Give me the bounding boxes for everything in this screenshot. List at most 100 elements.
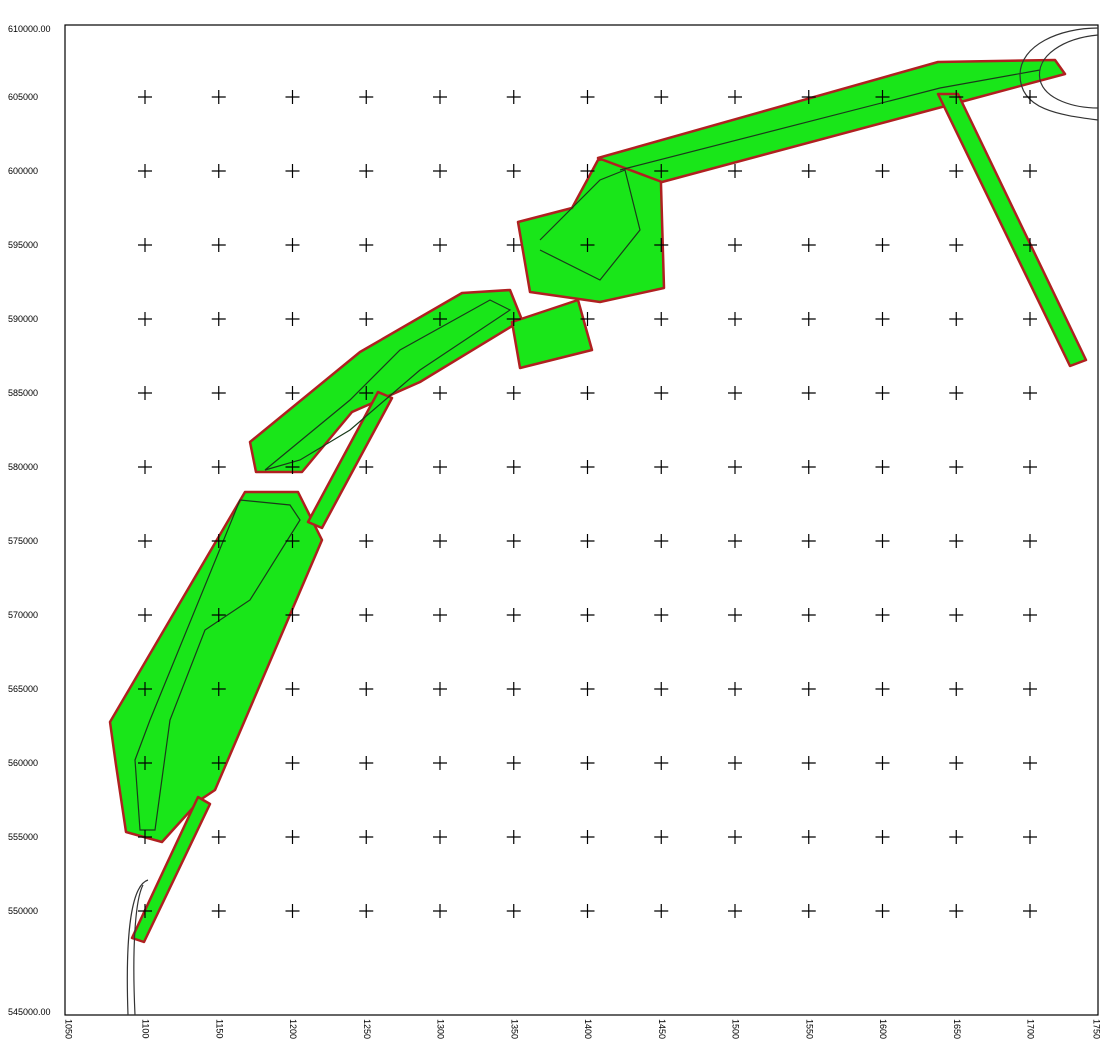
grid-cross: [580, 312, 595, 326]
grid-cross: [433, 682, 447, 696]
x-label: 110000: [141, 1019, 151, 1039]
grid-cross: [580, 386, 595, 400]
grid-cross: [138, 534, 152, 548]
grid-cross: [359, 386, 374, 400]
grid-cross: [211, 608, 226, 622]
grid-cross: [654, 164, 669, 178]
grid-cross: [1023, 386, 1037, 400]
grid-cross: [285, 90, 300, 104]
y-label: 560000: [8, 758, 38, 768]
grid-cross: [580, 238, 595, 252]
grid-cross: [801, 534, 816, 548]
grid-cross: [801, 238, 816, 252]
grid-cross: [506, 164, 521, 178]
y-label: 605000: [8, 92, 38, 102]
grid-cross: [801, 682, 816, 696]
survey-outline: [134, 499, 301, 831]
grid-cross: [433, 830, 447, 844]
survey-area: [108, 490, 324, 844]
grid-cross: [1023, 238, 1037, 252]
grid-cross: [728, 386, 742, 400]
x-label: 155000: [804, 1019, 814, 1039]
grid-cross: [433, 534, 447, 548]
grid-cross: [580, 756, 595, 770]
grid-cross: [211, 90, 226, 104]
grid-cross: [875, 682, 890, 696]
grid-cross: [728, 164, 742, 178]
grid-cross: [211, 238, 226, 252]
grid-cross: [654, 830, 669, 844]
grid-cross: [801, 608, 816, 622]
grid-cross: [433, 460, 447, 474]
grid-cross: [1023, 756, 1037, 770]
grid-cross: [433, 608, 447, 622]
grid-cross: [801, 312, 816, 326]
grid-cross: [728, 238, 742, 252]
grid-cross: [875, 904, 890, 918]
grid-cross: [654, 534, 669, 548]
grid-cross: [1023, 608, 1037, 622]
grid-cross: [506, 830, 521, 844]
grid-cross: [433, 238, 447, 252]
grid-cross: [1023, 534, 1037, 548]
coastline: [1038, 34, 1099, 109]
grid-cross: [285, 682, 300, 696]
grid-cross: [285, 756, 300, 770]
y-label: 600000: [8, 166, 38, 176]
grid-cross: [875, 238, 890, 252]
grid-cross: [285, 460, 300, 474]
grid-cross: [801, 164, 816, 178]
grid-cross: [580, 608, 595, 622]
grid-cross: [949, 312, 964, 326]
grid-cross: [433, 90, 447, 104]
survey-coverage: [108, 58, 1088, 944]
grid-cross: [580, 682, 595, 696]
grid-cross: [654, 756, 669, 770]
grid-cross: [728, 534, 742, 548]
grid-cross: [1023, 164, 1037, 178]
grid-cross: [138, 904, 152, 918]
grid-crosses: [138, 90, 1037, 918]
grid-cross: [506, 608, 521, 622]
grid-cross: [875, 460, 890, 474]
x-label: 130000: [436, 1019, 446, 1039]
grid-cross: [654, 608, 669, 622]
grid-cross: [654, 312, 669, 326]
grid-cross: [138, 830, 152, 844]
survey-outline: [264, 299, 512, 471]
grid-cross: [359, 164, 374, 178]
x-label: 150000: [731, 1019, 741, 1039]
x-label: 175000.00: [1092, 1019, 1102, 1039]
grid-cross: [506, 460, 521, 474]
grid-cross: [506, 904, 521, 918]
x-label: 145000: [657, 1019, 667, 1039]
grid-cross: [359, 238, 374, 252]
grid-cross: [654, 90, 669, 104]
grid-cross: [1023, 312, 1037, 326]
grid-cross: [285, 386, 300, 400]
grid-cross: [580, 830, 595, 844]
grid-cross: [138, 90, 152, 104]
grid-cross: [285, 312, 300, 326]
survey-outline: [619, 69, 1041, 171]
y-label: 570000: [8, 610, 38, 620]
grid-cross: [875, 756, 890, 770]
grid-cross: [138, 608, 152, 622]
grid-cross: [580, 904, 595, 918]
grid-cross: [506, 682, 521, 696]
y-label: 580000: [8, 462, 38, 472]
grid-cross: [728, 608, 742, 622]
grid-cross: [285, 164, 300, 178]
grid-cross: [949, 608, 964, 622]
grid-cross: [728, 904, 742, 918]
survey-area: [510, 298, 594, 370]
grid-cross: [359, 904, 374, 918]
grid-cross: [211, 312, 226, 326]
grid-cross: [138, 312, 152, 326]
grid-cross: [875, 386, 890, 400]
grid-cross: [211, 830, 226, 844]
grid-cross: [211, 534, 226, 548]
grid-cross: [728, 90, 742, 104]
x-label: 105000.00: [64, 1019, 74, 1039]
x-label: 140000: [583, 1019, 593, 1039]
